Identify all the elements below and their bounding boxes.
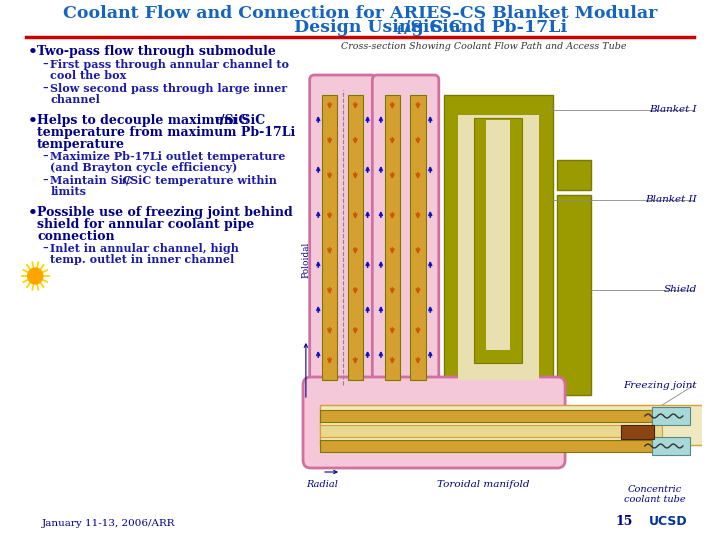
Circle shape bbox=[27, 268, 43, 284]
Bar bbox=[320, 425, 662, 437]
Bar bbox=[652, 437, 690, 455]
Text: Cross-section Showing Coolant Flow Path and Access Tube: Cross-section Showing Coolant Flow Path … bbox=[341, 42, 626, 51]
Text: –: – bbox=[43, 175, 48, 186]
Text: Design Using SiC: Design Using SiC bbox=[294, 18, 462, 36]
Bar bbox=[384, 95, 400, 380]
Text: Maintain SiC: Maintain SiC bbox=[50, 175, 132, 186]
Text: –: – bbox=[43, 59, 48, 70]
Text: Poloidal: Poloidal bbox=[302, 242, 310, 278]
Text: temperature: temperature bbox=[37, 138, 125, 151]
Bar bbox=[320, 440, 662, 452]
Text: cool the box: cool the box bbox=[50, 70, 127, 81]
Text: limits: limits bbox=[50, 186, 86, 197]
Text: •: • bbox=[27, 114, 37, 128]
Text: January 11-13, 2006/ARR: January 11-13, 2006/ARR bbox=[42, 519, 175, 528]
Text: Radial: Radial bbox=[306, 480, 338, 489]
Text: Freezing joint: Freezing joint bbox=[624, 381, 697, 389]
Text: –: – bbox=[43, 151, 48, 162]
Text: Blanket I: Blanket I bbox=[649, 105, 697, 114]
Text: /SiC and Pb-17Li: /SiC and Pb-17Li bbox=[404, 18, 567, 36]
Text: –: – bbox=[43, 243, 48, 254]
FancyBboxPatch shape bbox=[303, 377, 565, 468]
Bar bbox=[444, 95, 553, 395]
Text: Shield: Shield bbox=[664, 286, 697, 294]
Bar bbox=[320, 405, 709, 445]
Text: –: – bbox=[43, 83, 48, 94]
Text: UCSD: UCSD bbox=[649, 515, 688, 528]
Text: Blanket II: Blanket II bbox=[645, 195, 697, 205]
Text: connection: connection bbox=[37, 230, 114, 243]
FancyBboxPatch shape bbox=[310, 75, 376, 400]
Bar bbox=[348, 95, 363, 380]
Text: 15: 15 bbox=[616, 515, 633, 528]
Text: temp. outlet in inner channel: temp. outlet in inner channel bbox=[50, 254, 235, 265]
Text: Two-pass flow through submodule: Two-pass flow through submodule bbox=[37, 45, 276, 58]
Bar bbox=[486, 120, 510, 350]
Bar bbox=[557, 160, 590, 190]
Text: First pass through annular channel to: First pass through annular channel to bbox=[50, 59, 289, 70]
Bar bbox=[320, 410, 662, 422]
Text: Coolant Flow and Connection for ARIES-CS Blanket Modular: Coolant Flow and Connection for ARIES-CS… bbox=[63, 4, 657, 22]
Text: •: • bbox=[27, 45, 37, 59]
Text: •: • bbox=[27, 206, 37, 220]
FancyBboxPatch shape bbox=[372, 75, 438, 400]
Text: Possible use of freezing joint behind: Possible use of freezing joint behind bbox=[37, 206, 293, 219]
Text: Maximize Pb-17Li outlet temperature: Maximize Pb-17Li outlet temperature bbox=[50, 151, 286, 162]
Text: Slow second pass through large inner: Slow second pass through large inner bbox=[50, 83, 287, 94]
Bar bbox=[410, 95, 426, 380]
Text: /SiC temperature within: /SiC temperature within bbox=[127, 175, 277, 186]
Bar bbox=[322, 95, 337, 380]
Text: channel: channel bbox=[50, 94, 100, 105]
Text: f: f bbox=[122, 178, 125, 186]
Bar bbox=[557, 195, 590, 395]
Bar bbox=[621, 425, 654, 439]
Text: Inlet in annular channel, high: Inlet in annular channel, high bbox=[50, 243, 239, 254]
Text: (and Brayton cycle efficiency): (and Brayton cycle efficiency) bbox=[50, 162, 238, 173]
Text: Concentric
coolant tube: Concentric coolant tube bbox=[624, 485, 685, 504]
Text: /SiC: /SiC bbox=[220, 114, 249, 127]
Text: f: f bbox=[216, 117, 220, 126]
Text: Toroidal manifold: Toroidal manifold bbox=[437, 480, 530, 489]
Bar bbox=[652, 407, 690, 425]
Bar bbox=[458, 115, 539, 380]
Text: temperature from maximum Pb-17Li: temperature from maximum Pb-17Li bbox=[37, 126, 295, 139]
Bar bbox=[474, 118, 523, 363]
Text: f: f bbox=[397, 24, 402, 36]
Text: shield for annular coolant pipe: shield for annular coolant pipe bbox=[37, 218, 254, 231]
Text: Helps to decouple maximum SiC: Helps to decouple maximum SiC bbox=[37, 114, 266, 127]
